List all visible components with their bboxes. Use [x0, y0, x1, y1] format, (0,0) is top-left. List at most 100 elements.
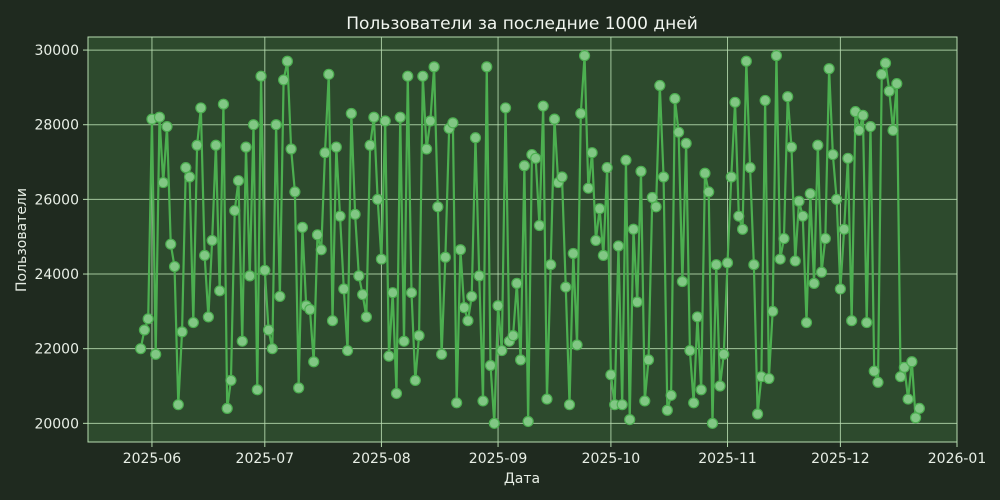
y-axis-label: Пользователи: [14, 188, 30, 292]
data-point: [247, 119, 260, 131]
y-tick-label: 28000: [34, 118, 79, 134]
data-point: [646, 191, 658, 204]
data-point: [673, 126, 685, 138]
data-point: [278, 74, 290, 86]
data-point: [639, 395, 651, 407]
data-point: [221, 402, 233, 415]
data-point: [691, 311, 704, 323]
data-point: [180, 162, 192, 174]
data-point: [372, 193, 384, 205]
data-point: [665, 389, 677, 401]
data-point: [910, 412, 922, 424]
data-point: [420, 143, 433, 155]
data-point: [195, 102, 207, 114]
data-point: [902, 393, 914, 405]
data-point: [289, 186, 301, 198]
data-point: [657, 171, 670, 183]
data-point: [612, 240, 625, 252]
data-point: [793, 195, 805, 207]
data-point: [334, 210, 346, 222]
y-tick-label: 20000: [34, 416, 79, 432]
data-point: [597, 249, 609, 261]
data-point: [642, 354, 655, 366]
data-point: [725, 171, 737, 183]
y-tick-label: 30000: [34, 43, 79, 59]
data-point: [541, 393, 553, 405]
data-point: [236, 335, 248, 347]
data-point: [898, 361, 910, 373]
data-point: [469, 132, 482, 144]
data-point: [462, 315, 474, 327]
data-point: [405, 287, 418, 299]
data-point: [721, 257, 734, 269]
data-series: [135, 50, 925, 429]
data-point: [548, 113, 561, 125]
data-point: [341, 344, 354, 357]
data-point: [800, 316, 813, 329]
x-tick-label: 2025-11: [698, 451, 757, 467]
data-point: [669, 92, 681, 105]
data-point: [759, 94, 771, 107]
data-point: [315, 244, 327, 256]
data-point: [733, 210, 745, 222]
data-point: [240, 141, 252, 153]
data-point: [575, 107, 587, 120]
data-point: [199, 249, 211, 261]
data-point: [255, 70, 267, 82]
data-point: [409, 374, 421, 387]
data-point: [729, 96, 741, 108]
x-tick-label: 2025-12: [811, 451, 870, 467]
data-point: [571, 339, 583, 351]
data-point: [740, 55, 752, 67]
data-point: [259, 264, 271, 276]
data-point: [578, 50, 591, 62]
data-point: [338, 283, 350, 295]
data-point: [616, 399, 628, 411]
data-point: [556, 171, 568, 183]
data-point: [488, 417, 500, 429]
data-point: [477, 395, 489, 407]
data-point: [654, 79, 666, 92]
data-point: [432, 201, 444, 213]
data-point: [563, 399, 576, 411]
data-point: [815, 266, 828, 278]
x-tick-label: 2025-08: [352, 451, 411, 467]
data-point: [398, 335, 410, 347]
data-point: [812, 139, 824, 151]
data-point: [379, 115, 391, 127]
data-point: [481, 61, 493, 73]
data-point: [718, 348, 730, 360]
data-point: [748, 259, 760, 271]
data-point: [142, 313, 154, 325]
y-tick-label: 22000: [34, 342, 79, 358]
data-point: [861, 316, 873, 329]
data-point: [744, 162, 756, 174]
data-point: [225, 374, 237, 387]
data-point: [326, 315, 339, 327]
x-tick-label: 2025-06: [123, 451, 182, 467]
data-point: [262, 324, 275, 336]
y-tick-label: 24000: [34, 267, 79, 283]
data-point: [172, 399, 184, 411]
data-point: [232, 175, 245, 187]
x-axis-label: Дата: [504, 471, 540, 487]
data-point: [831, 193, 843, 205]
data-point: [417, 70, 429, 82]
data-point: [518, 160, 530, 172]
data-point: [383, 350, 395, 362]
plot-frame: [87, 36, 958, 443]
data-point: [894, 371, 907, 383]
data-point: [808, 277, 820, 289]
data-point: [244, 270, 256, 282]
data-point: [161, 120, 173, 133]
data-point: [838, 223, 850, 235]
data-point: [364, 139, 376, 151]
data-point: [285, 143, 297, 155]
data-point: [823, 63, 835, 75]
data-point: [676, 275, 688, 288]
data-point: [778, 232, 790, 245]
data-point: [319, 147, 331, 159]
data-point: [266, 343, 278, 355]
data-point: [357, 288, 369, 301]
